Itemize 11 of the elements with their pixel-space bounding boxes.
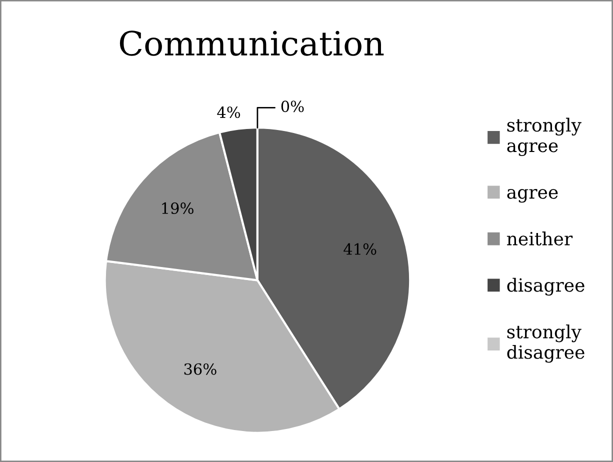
- chart-title: Communication: [120, 30, 384, 56]
- legend-label: agree: [507, 188, 558, 203]
- legend-label: strongly disagree: [507, 324, 584, 363]
- data-label: 41%: [344, 243, 376, 255]
- text: 0%: [281, 100, 304, 112]
- data-label: 19%: [162, 202, 194, 214]
- data-label: 4%: [217, 106, 240, 118]
- legend-label: neither: [506, 232, 573, 246]
- legend-label: disagree: [507, 278, 584, 296]
- data-label: 36%: [184, 363, 216, 375]
- legend-label: strongly agree: [507, 118, 582, 156]
